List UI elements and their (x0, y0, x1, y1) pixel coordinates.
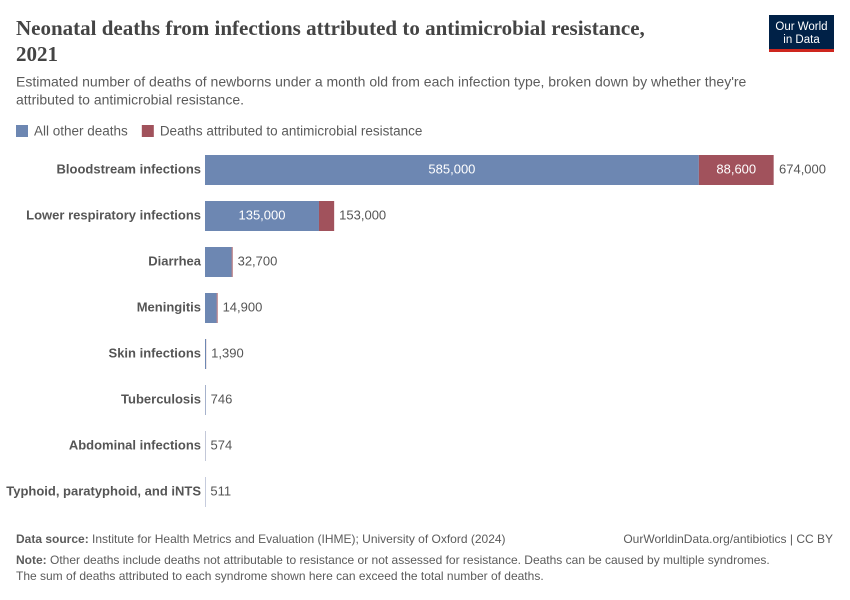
bar-segment (205, 201, 319, 231)
category-label: Meningitis (137, 299, 201, 314)
category-label: Abdominal infections (69, 437, 201, 452)
bar-segment (698, 155, 774, 185)
total-label: 574 (210, 437, 232, 452)
logo-box (769, 15, 834, 52)
total-label: 511 (210, 483, 231, 498)
bar-segment (205, 293, 217, 323)
subtitle: attributed to antimicrobial resistance. (16, 92, 244, 108)
logo-bar (769, 49, 834, 52)
bar-segment (318, 201, 335, 231)
bar-segment (205, 155, 699, 185)
note: The sum of deaths attributed to each syn… (16, 569, 544, 583)
category-label: Skin infections (109, 345, 201, 360)
logo[interactable]: Our World in Data (769, 15, 834, 52)
chart-title: Neonatal deaths from infections attribut… (16, 16, 645, 40)
url[interactable]: OurWorldinData.org/antibiotics | CC BY (623, 532, 833, 546)
logo-text: in Data (783, 34, 820, 46)
category-label: Bloodstream infections (57, 161, 201, 176)
note-text: Other deaths include deaths not attribut… (50, 553, 770, 567)
bar-segment (205, 339, 207, 369)
category-label: Diarrhea (148, 253, 202, 268)
source: Data source: Institute for Health Metric… (16, 532, 506, 546)
legend-label: All other deaths (34, 124, 128, 139)
bar-segment (205, 385, 206, 415)
total-label: 32,700 (238, 253, 278, 268)
logo-text: Our World (775, 21, 827, 33)
value-label: 135,000 (238, 207, 285, 222)
total-label: 746 (211, 391, 233, 406)
chart-title: 2021 (16, 42, 58, 66)
category-label: Tuberculosis (121, 391, 201, 406)
value-label: 88,600 (716, 161, 756, 176)
source-label: Data source: (16, 532, 89, 546)
bar-segment (205, 247, 232, 277)
note: Note: Other deaths include deaths not at… (16, 553, 770, 567)
bar-segment (216, 293, 218, 323)
total-label: 153,000 (339, 207, 386, 222)
total-label: 1,390 (211, 345, 244, 360)
note-label: Note: (16, 553, 47, 567)
category-label: Lower respiratory infections (26, 207, 201, 222)
legend-label: Deaths attributed to antimicrobial resis… (160, 124, 423, 139)
subtitle: Estimated number of deaths of newborns u… (16, 74, 747, 90)
total-label: 674,000 (779, 161, 826, 176)
legend-swatch (141, 125, 154, 137)
category-label: Typhoid, paratyphoid, and iNTS (6, 483, 201, 498)
bar-segment (231, 247, 233, 277)
source-text: Institute for Health Metrics and Evaluat… (92, 532, 506, 546)
value-label: 585,000 (428, 161, 475, 176)
legend-swatch (16, 125, 28, 137)
total-label: 14,900 (223, 299, 263, 314)
